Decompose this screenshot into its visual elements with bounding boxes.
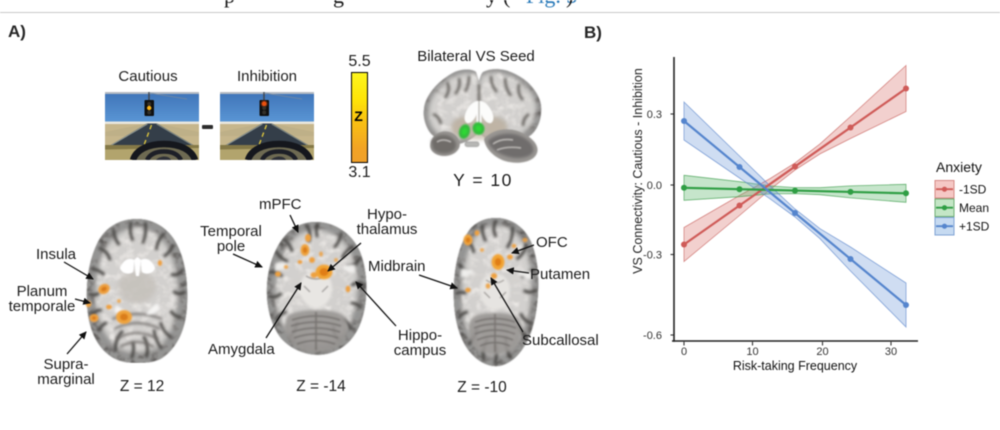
svg-text:Mean: Mean: [959, 201, 989, 215]
svg-text:0.3: 0.3: [647, 109, 662, 121]
svg-text:10: 10: [746, 346, 758, 358]
svg-text:-1SD: -1SD: [959, 183, 987, 197]
svg-text:30: 30: [885, 346, 897, 358]
svg-text:20: 20: [816, 346, 828, 358]
svg-text:0: 0: [681, 346, 687, 358]
svg-text:VS Connectivity: Cautious - In: VS Connectivity: Cautious - Inhibition: [631, 68, 645, 274]
svg-text:+1SD: +1SD: [959, 220, 990, 234]
svg-text:Risk-taking Frequency: Risk-taking Frequency: [733, 359, 858, 373]
svg-text:-0.6: -0.6: [643, 330, 662, 342]
svg-text:-0.3: -0.3: [643, 250, 662, 262]
svg-text:Anxiety: Anxiety: [936, 159, 982, 175]
svg-text:0.0: 0.0: [647, 180, 662, 192]
